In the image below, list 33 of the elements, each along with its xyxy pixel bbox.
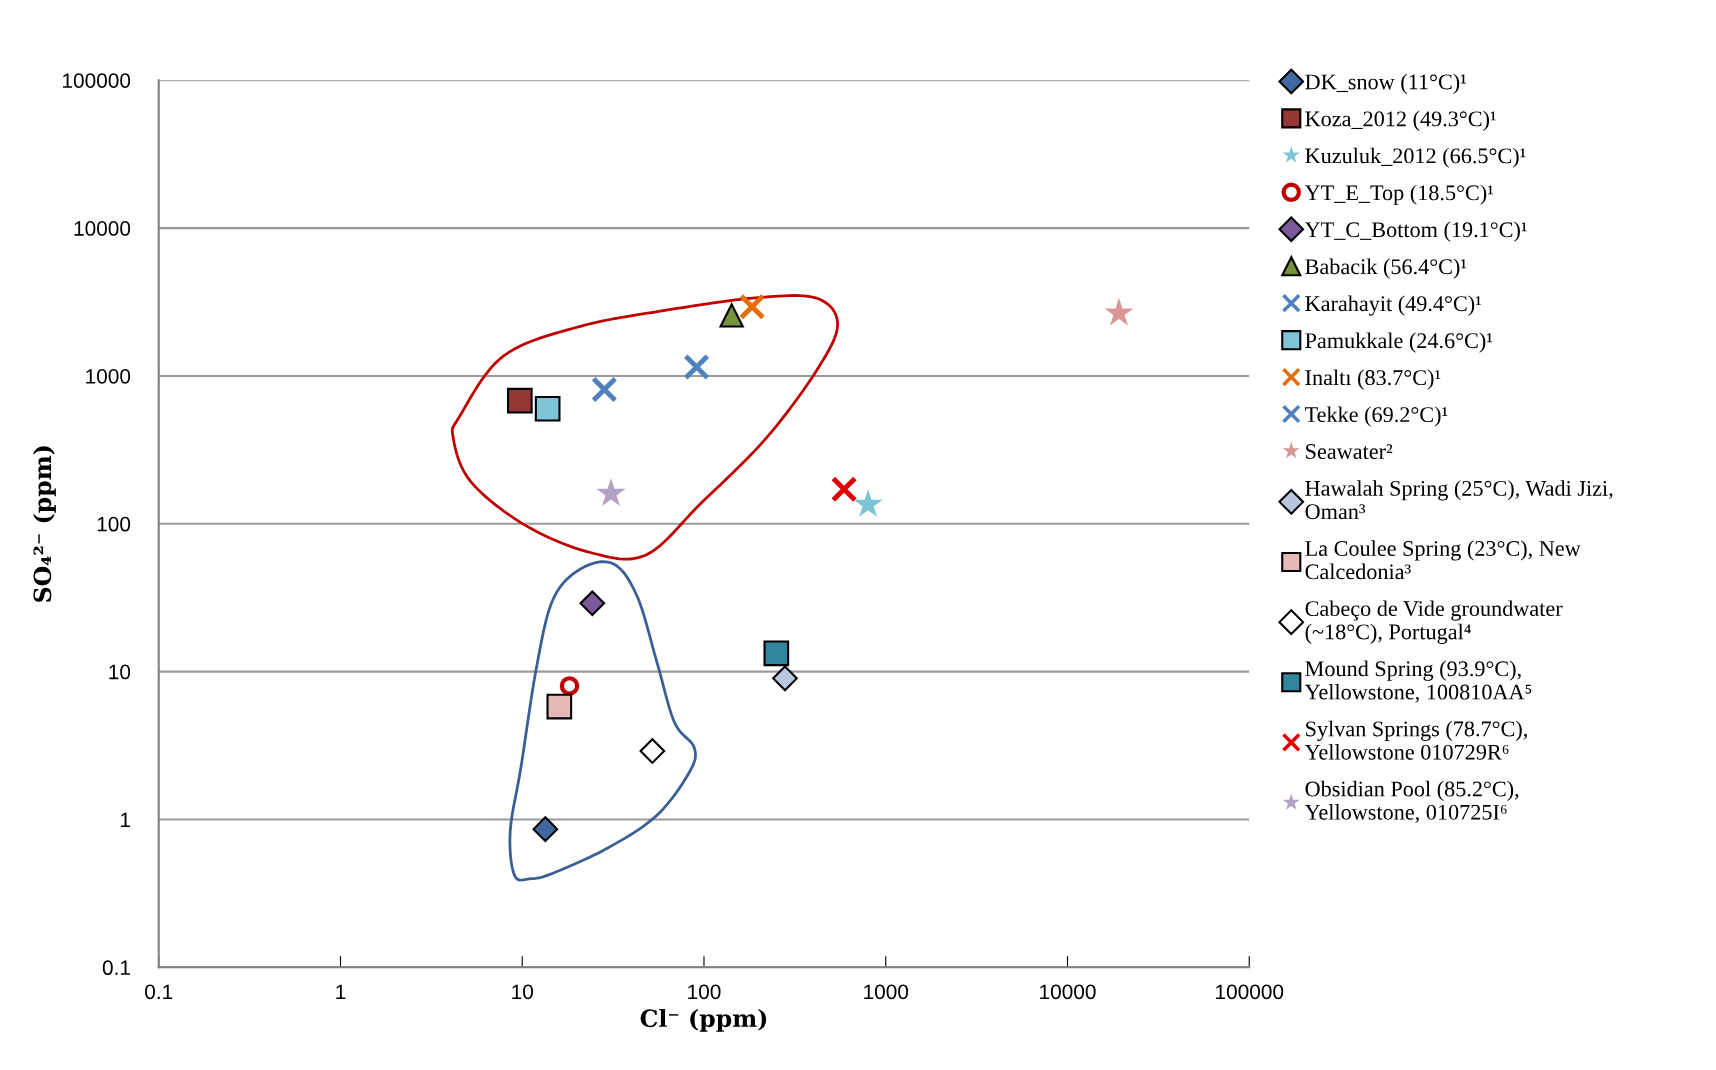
x-tick-label: 1	[336, 984, 346, 1000]
x-tick-label: 10000	[1040, 984, 1096, 1000]
legend-label: La Coulee Spring (23°C), New Calcedonia³	[1305, 540, 1581, 580]
x-tick-label: 10	[512, 984, 534, 1000]
y-tick-label: 10000	[74, 221, 131, 236]
y-tick-label: 0.1	[102, 960, 130, 976]
legend-label: Pamukkale (24.6°C)¹	[1305, 332, 1493, 353]
legend-label: YT_E_Top (18.5°C)¹	[1304, 184, 1494, 205]
legend-label: Mound Spring (93.9°C), Yellowstone, 100810AA⁵	[1304, 660, 1532, 703]
y-tick-label: 100000	[63, 73, 131, 88]
legend-label: Tekke (69.2°C)¹	[1305, 406, 1448, 427]
x-tick-label: 100	[688, 984, 721, 1000]
legend-label: YT_C_Bottom (19.1°C)¹	[1304, 221, 1527, 242]
legend-label: Karahayit (49.4°C)¹	[1305, 295, 1482, 316]
x-tick-label: 0.1	[145, 984, 173, 1000]
legend-label: Inaltı (83.7°C)¹	[1305, 369, 1441, 390]
y-tick-label: 1	[120, 812, 130, 827]
y-axis-title: SO₄²⁻ (ppm)	[33, 446, 56, 602]
legend-label: Babacik (56.4°C)¹	[1305, 258, 1467, 279]
legend-label: Hawalah Spring (25°C), Wadi Jizi, Oman³	[1305, 480, 1613, 520]
legend-label: Kuzuluk_2012 (66.5°C)¹	[1305, 147, 1526, 168]
x-tick-label: 100000	[1216, 984, 1284, 1000]
y-tick-label: 1000	[86, 368, 131, 384]
legend-label: Seawater²	[1306, 444, 1393, 460]
legend-label: Koza_2012 (49.3°C)¹	[1305, 110, 1496, 131]
legend-label: Cabeço de Vide groundwater (~18°C), Portugal⁴	[1305, 600, 1563, 644]
y-tick-label: 10	[109, 664, 131, 680]
legend-label: Sylvan Springs (78.7°C), Yellowstone 010729R⁶	[1304, 720, 1527, 760]
legend-label: Obsidian Pool (85.2°C), Yellowstone, 010725I⁶	[1304, 780, 1519, 823]
y-tick-label: 100	[97, 516, 131, 532]
x-axis-title: Cl⁻ (ppm)	[640, 1008, 767, 1032]
legend-label: DK_snow (11°C)¹	[1305, 73, 1467, 94]
x-tick-label: 1000	[864, 984, 909, 1000]
